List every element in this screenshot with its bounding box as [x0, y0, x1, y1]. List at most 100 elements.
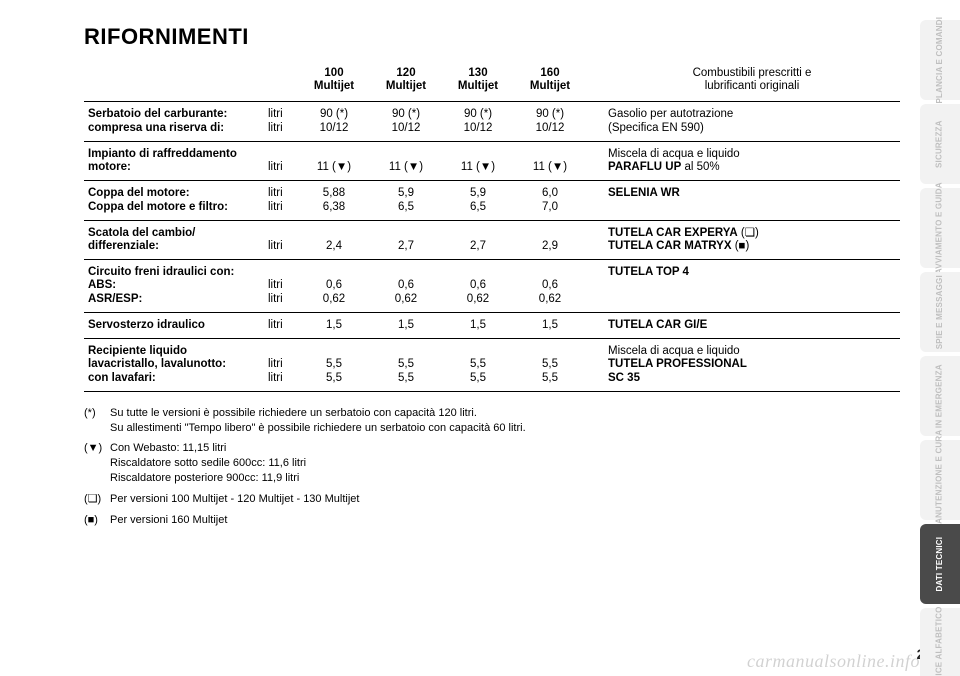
cell: 10/12: [320, 122, 349, 134]
row-steering: Servosterzo idraulico litri 1,5 1,5 1,5 …: [84, 312, 900, 338]
cell: 5,5: [326, 358, 342, 370]
cell: 7,0: [542, 201, 558, 213]
rec-text: TUTELA PROFESSIONAL: [608, 358, 747, 370]
unit: litri: [268, 187, 283, 199]
cell: 90 (*): [392, 108, 420, 120]
footnote-text: Con Webasto: 11,15 litri: [110, 442, 226, 454]
unit: litri: [268, 279, 283, 291]
row-label: Impianto di raffreddamento: [88, 148, 237, 160]
rec-text: TUTELA CAR MATRYX: [608, 240, 732, 252]
unit: litri: [268, 358, 283, 370]
cell: 2,9: [542, 240, 558, 252]
tab-emergenza[interactable]: IN EMERGENZA: [920, 356, 960, 436]
row-label: lavacristallo, lavalunotto:: [88, 358, 226, 370]
cell: 11 (▼): [389, 161, 423, 173]
cell: 6,5: [470, 201, 486, 213]
cell: 10/12: [464, 122, 493, 134]
footnote-text: Riscaldatore sotto sedile 600cc: 11,6 li…: [110, 457, 306, 469]
tab-label: IN EMERGENZA: [936, 364, 944, 428]
footnote-sq1: (❏) Per versioni 100 Multijet - 120 Mult…: [84, 492, 900, 507]
row-cooling: Impianto di raffreddamento motore: litri…: [84, 141, 900, 180]
row-label: Scatola del cambio/: [88, 227, 195, 239]
cell: 6,38: [323, 201, 345, 213]
cell: 6,5: [398, 201, 414, 213]
cell: 0,62: [467, 293, 489, 305]
tab-label: PLANCIA E COMANDI: [936, 17, 944, 104]
rec-text: SC 35: [608, 372, 640, 384]
tab-plancia[interactable]: PLANCIA E COMANDI: [920, 20, 960, 100]
tab-label: DATI TECNICI: [936, 537, 944, 592]
tab-spie[interactable]: SPIE E MESSAGGI: [920, 272, 960, 352]
side-tabs: PLANCIA E COMANDI SICUREZZA AVVIAMENTO E…: [920, 20, 960, 676]
page-title: RIFORNIMENTI: [84, 24, 900, 50]
cell: 11 (▼): [317, 161, 351, 173]
cell: 2,4: [326, 240, 342, 252]
cell: 5,5: [398, 372, 414, 384]
col-value: Multijet: [530, 80, 570, 92]
row-label: compresa una riserva di:: [88, 122, 224, 134]
rec-text: TUTELA TOP 4: [608, 266, 689, 278]
footnote-text: Riscaldatore posteriore 900cc: 11,9 litr…: [110, 472, 299, 484]
footnote-text: Per versioni 100 Multijet - 120 Multijet…: [110, 493, 359, 505]
cell: 5,5: [326, 372, 342, 384]
tab-label: MANUTENZIONE E CURA: [936, 429, 944, 530]
col-value: Combustibili prescritti e: [693, 67, 812, 79]
cell: 5,5: [398, 358, 414, 370]
tab-indice[interactable]: INDICE ALFABETICO: [920, 608, 960, 676]
rec-text: (❏): [738, 227, 759, 239]
col-value: 130: [468, 67, 487, 79]
footnote-text: Su allestimenti "Tempo libero" è possibi…: [110, 422, 526, 434]
row-fuel: Serbatoio del carburante: compresa una r…: [84, 102, 900, 141]
tab-manutenzione[interactable]: MANUTENZIONE E CURA: [920, 440, 960, 520]
tab-sicurezza[interactable]: SICUREZZA: [920, 104, 960, 184]
col-value: Multijet: [314, 80, 354, 92]
cell: 2,7: [470, 240, 486, 252]
cell: 1,5: [470, 319, 486, 331]
page: RIFORNIMENTI 100 Multijet 120 Multijet 1: [0, 0, 960, 676]
footnote-mark: (❏): [84, 492, 101, 507]
cell: 0,6: [326, 279, 342, 291]
row-brakes: Circuito freni idraulici con: ABS: ASR/E…: [84, 260, 900, 312]
col-value: 160: [540, 67, 559, 79]
footnote-mark: (*): [84, 406, 96, 421]
cell: 0,62: [395, 293, 417, 305]
row-label: con lavafari:: [88, 372, 156, 384]
cell: 5,5: [542, 372, 558, 384]
footnote-text: Su tutte le versioni è possibile richied…: [110, 407, 477, 419]
watermark: carmanualsonline.info: [747, 651, 920, 672]
tab-avviamento[interactable]: AVVIAMENTO E GUIDA: [920, 188, 960, 268]
row-label: motore:: [88, 161, 131, 173]
cell: 5,5: [470, 372, 486, 384]
col-value: 120: [396, 67, 415, 79]
cell: 2,7: [398, 240, 414, 252]
footnote-mark: (▼): [84, 441, 102, 456]
row-label: Coppa del motore e filtro:: [88, 201, 228, 213]
cell: 5,9: [398, 187, 414, 199]
footnotes: (*) Su tutte le versioni è possibile ric…: [84, 406, 900, 528]
col-120-multijet: 120 Multijet: [370, 62, 442, 101]
cell: 5,5: [542, 358, 558, 370]
unit: litri: [268, 293, 283, 305]
cell: 5,88: [323, 187, 345, 199]
rec-text: Miscela di acqua e liquido: [608, 148, 740, 160]
cell: 0,62: [323, 293, 345, 305]
tab-dati-tecnici[interactable]: DATI TECNICI: [920, 524, 960, 604]
rec-text: (■): [732, 240, 750, 252]
col-value: lubrificanti originali: [705, 80, 800, 92]
row-label: differenziale:: [88, 240, 159, 252]
cell: 0,6: [470, 279, 486, 291]
cell: 10/12: [536, 122, 565, 134]
unit: litri: [268, 108, 283, 120]
tab-label: AVVIAMENTO E GUIDA: [936, 182, 944, 274]
cell: 11 (▼): [461, 161, 495, 173]
row-label: Servosterzo idraulico: [88, 319, 205, 331]
col-recommended: Combustibili prescritti e lubrificanti o…: [604, 62, 900, 101]
cell: 6,0: [542, 187, 558, 199]
cell: 0,62: [539, 293, 561, 305]
unit: litri: [268, 319, 283, 331]
rec-text: Gasolio per autotrazione: [608, 108, 733, 120]
cell: 5,5: [470, 358, 486, 370]
rec-text: PARAFLU UP: [608, 161, 681, 173]
col-value: Multijet: [458, 80, 498, 92]
row-label: Circuito freni idraulici con:: [88, 266, 234, 278]
